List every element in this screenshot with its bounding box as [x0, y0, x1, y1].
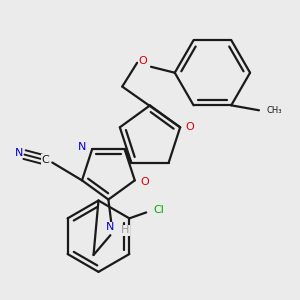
Text: CH₃: CH₃	[267, 106, 282, 115]
Text: C: C	[41, 154, 49, 165]
Text: N: N	[14, 148, 23, 158]
Text: Cl: Cl	[154, 206, 164, 215]
Text: O: O	[140, 177, 149, 188]
Text: N: N	[106, 222, 115, 232]
Text: O: O	[139, 56, 147, 66]
Text: N: N	[78, 142, 86, 152]
Text: H: H	[121, 225, 129, 235]
Text: O: O	[186, 122, 194, 132]
